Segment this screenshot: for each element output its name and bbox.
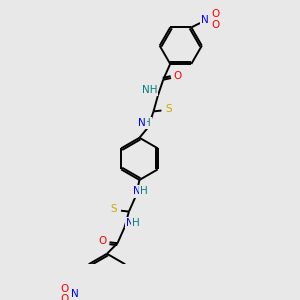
Text: S: S (111, 204, 117, 214)
Text: S: S (165, 104, 172, 114)
Text: O: O (211, 9, 219, 19)
Text: O: O (60, 294, 68, 300)
Text: H: H (140, 186, 148, 197)
Text: O: O (173, 71, 182, 81)
Text: N: N (71, 289, 79, 299)
Text: O: O (211, 20, 219, 30)
Text: O: O (98, 236, 107, 246)
Text: N: N (133, 186, 141, 197)
Text: N: N (138, 118, 146, 128)
Text: N: N (126, 218, 134, 228)
Text: H: H (132, 218, 140, 228)
Text: O: O (60, 284, 68, 294)
Text: NH: NH (142, 85, 157, 95)
Text: N: N (202, 14, 209, 25)
Text: H: H (143, 118, 151, 128)
